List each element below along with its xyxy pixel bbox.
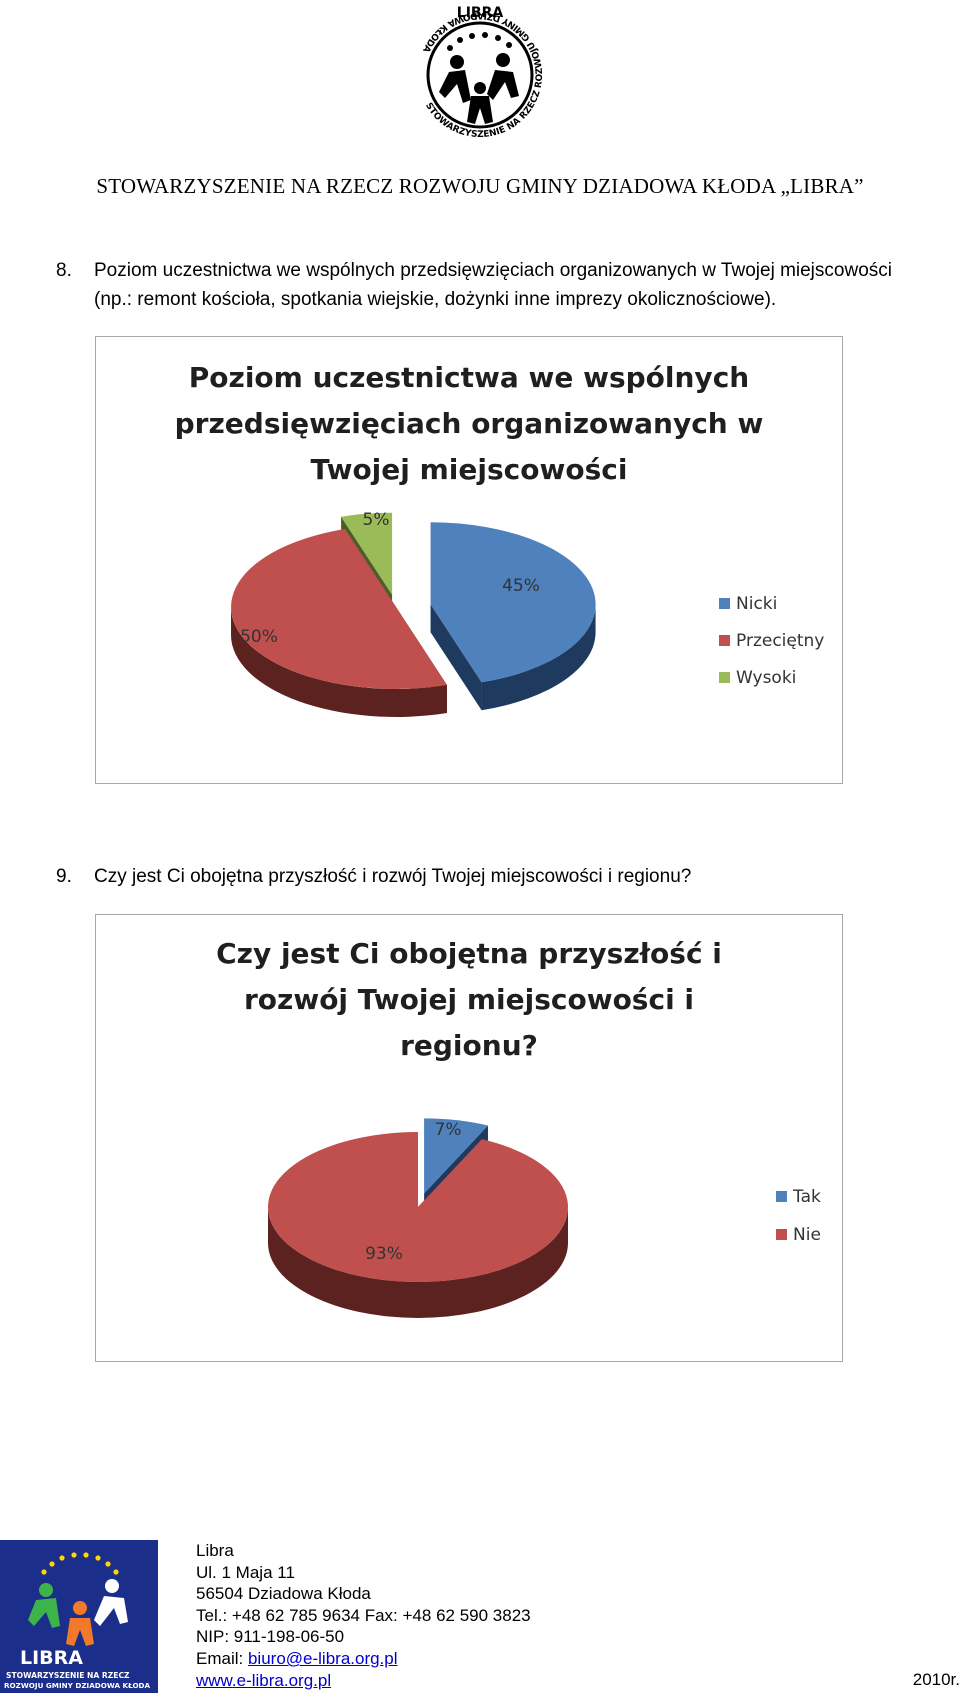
- legend-label: Nie: [793, 1225, 821, 1245]
- chart-title-line: Twojej miejscowości: [311, 453, 628, 486]
- chart-participation: Poziom uczestnictwa we wspólnych przedsię…: [95, 336, 843, 784]
- footer-logo-sub2: ROZWOJU GMINY DZIADOWA KŁODA: [4, 1681, 151, 1690]
- pie-slice-przeciętny: [231, 529, 447, 689]
- chart-title-line: Poziom uczestnictwa we wspólnych: [189, 361, 749, 394]
- data-label: 7%: [435, 1120, 462, 1140]
- legend-swatch: [776, 1191, 787, 1202]
- legend-label: Wysoki: [736, 668, 796, 688]
- pie-slice-side: [268, 1207, 568, 1318]
- data-label: 5%: [363, 510, 390, 530]
- footer-street: Ul. 1 Maja 11: [196, 1562, 295, 1582]
- pie-slice-side: [481, 604, 596, 711]
- question-number: 8.: [56, 260, 72, 281]
- legend-label: Nicki: [736, 594, 777, 614]
- pie-slice-side: [231, 607, 447, 717]
- legend-swatch: [719, 635, 730, 646]
- footer-email-line: Email: biuro@e-libra.org.pl: [196, 1648, 531, 1670]
- footer-email-label: Email:: [196, 1648, 248, 1668]
- question-8: 8. Poziom uczestnictwa we wspólnych przed…: [56, 256, 956, 314]
- footer-name: Libra: [196, 1541, 234, 1560]
- pie-chart-future-indifference: Czy jest Ci obojętna przyszłość i rozwój …: [216, 937, 821, 1318]
- footer-nip: NIP: 911-198-06-50: [196, 1627, 345, 1647]
- logo-ring-text: STOWARZYSZENIE NA RZECZ ROZWOJU GMINY DZ…: [420, 10, 545, 140]
- footer-city: 56504 Dziadowa Kłoda: [196, 1584, 371, 1604]
- footer-logo-sub1: STOWARZYSZENIE NA RZECZ: [6, 1671, 130, 1680]
- people-figures-icon: [439, 53, 519, 124]
- footer-libra-logo: LIBRA STOWARZYSZENIE NA RZECZ ROZWOJU GM…: [0, 1540, 158, 1693]
- question-text-continued: (np.: remont kościoła, spotkania wiejski…: [94, 289, 777, 310]
- question-text: Poziom uczestnictwa we wspólnych przedsi…: [94, 260, 892, 281]
- pie-slice-nicki: [430, 522, 596, 683]
- chart-title-line: rozwój Twojej miejscowości i: [244, 983, 694, 1016]
- footer-year: 2010r.: [912, 1670, 960, 1689]
- legend-label: Przeciętny: [736, 631, 824, 651]
- eu-stars-icon: [41, 1552, 119, 1575]
- chart-title-line: przedsięwzięciach organizowanych w: [175, 407, 764, 440]
- pie-slice-nie: [267, 1132, 568, 1282]
- footer-website-line: www.e-libra.org.pl: [196, 1670, 531, 1692]
- legend-label: Tak: [792, 1187, 821, 1207]
- legend-swatch: [719, 598, 730, 609]
- footer-contact: Libra Ul. 1 Maja 11 56504 Dziadowa Kłoda…: [196, 1540, 531, 1691]
- pie-chart-participation: Poziom uczestnictwa we wspólnych przedsię…: [175, 361, 824, 717]
- legend-swatch: [776, 1229, 787, 1240]
- data-label: 45%: [502, 576, 540, 596]
- libra-logo: STOWARZYSZENIE NA RZECZ ROZWOJU GMINY DZ…: [405, 0, 555, 150]
- question-text: Czy jest Ci obojętna przyszłość i rozwój…: [94, 866, 692, 887]
- data-label: 93%: [365, 1244, 403, 1264]
- footer-website-link[interactable]: www.e-libra.org.pl: [196, 1670, 332, 1690]
- footer-logo-text: LIBRA: [20, 1647, 83, 1669]
- footer-phone: Tel.: +48 62 785 9634 Fax: +48 62 590 38…: [196, 1605, 531, 1625]
- legend-swatch: [719, 672, 730, 683]
- chart-title-line: Czy jest Ci obojętna przyszłość i: [216, 937, 722, 970]
- logo-top-text: LIBRA: [457, 5, 504, 21]
- pie-slice-cut-face: [430, 604, 482, 711]
- svg-text:STOWARZYSZENIE NA RZECZ ROZWOJ: STOWARZYSZENIE NA RZECZ ROZWOJU GMINY DZ…: [420, 10, 545, 140]
- chart-title-line: regionu?: [400, 1029, 538, 1062]
- pie-slice-tak: [424, 1118, 488, 1194]
- stars-icon: [447, 32, 512, 51]
- chart-future-indifference: Czy jest Ci obojętna przyszłość i rozwój …: [95, 914, 843, 1362]
- people-figures-icon: [28, 1579, 128, 1646]
- question-number: 9.: [56, 866, 72, 887]
- footer-email-link[interactable]: biuro@e-libra.org.pl: [247, 1648, 398, 1668]
- organization-title: STOWARZYSZENIE NA RZECZ ROZWOJU GMINY DZ…: [96, 174, 864, 198]
- question-9: 9. Czy jest Ci obojętna przyszłość i rozw…: [56, 862, 956, 891]
- data-label: 50%: [240, 627, 278, 647]
- pie-slice-wysoki: [341, 512, 393, 595]
